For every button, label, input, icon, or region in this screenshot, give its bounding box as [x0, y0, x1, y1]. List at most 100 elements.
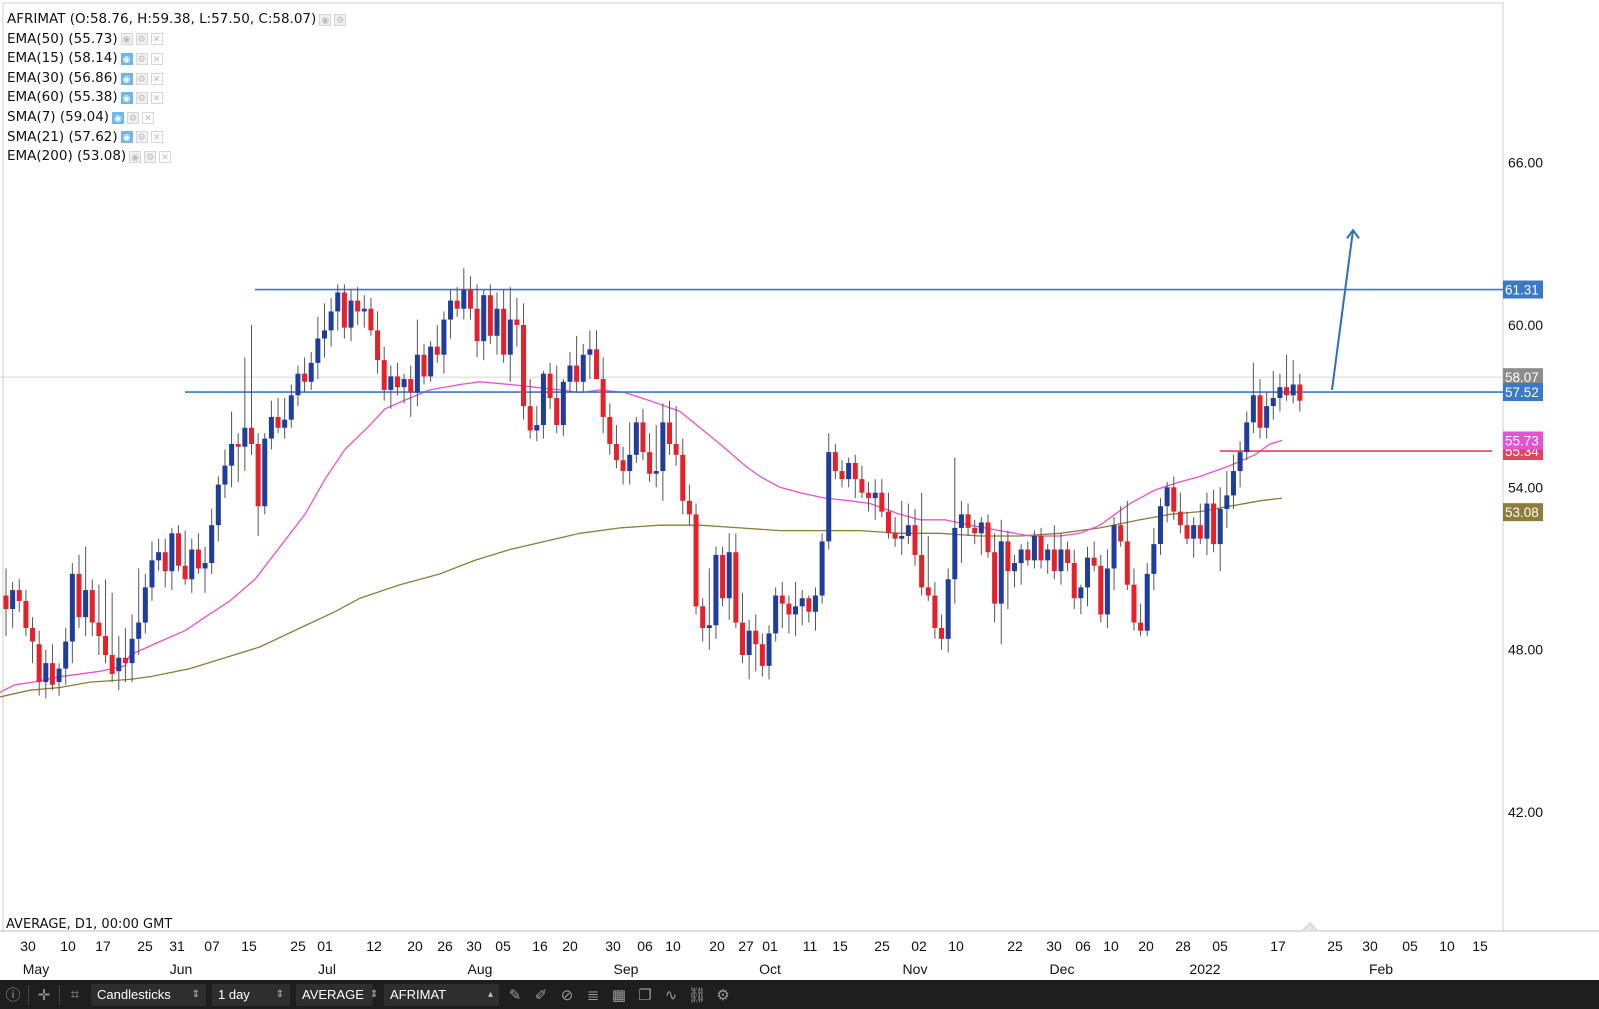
- candle-body: [1091, 557, 1097, 566]
- candle-body: [215, 484, 221, 526]
- x-tick-label: 10: [948, 938, 964, 954]
- candle-body: [1065, 549, 1071, 564]
- close-icon[interactable]: ✕: [159, 150, 172, 163]
- candle-body: [819, 541, 825, 596]
- indicator-value: AVERAGE: [302, 987, 364, 1002]
- candle-body: [1164, 487, 1170, 507]
- candle-body: [1098, 565, 1104, 615]
- candle-body: [799, 598, 805, 607]
- legend-label: EMA(200) (53.08): [7, 148, 127, 165]
- candle-body: [547, 373, 553, 399]
- gear-icon[interactable]: ⚙: [135, 92, 148, 105]
- candle-body: [3, 595, 9, 610]
- updown-icon: ⇕: [191, 989, 200, 1000]
- eye-hidden-icon[interactable]: ⊘: [560, 986, 574, 1004]
- candle-body: [421, 354, 427, 377]
- eye-icon[interactable]: ◉: [120, 72, 133, 85]
- candle-body: [209, 525, 215, 564]
- candle-body: [879, 492, 885, 512]
- candle-body: [295, 373, 301, 396]
- candle-body: [905, 525, 911, 536]
- x-tick-label: 25: [874, 938, 890, 954]
- eye-icon[interactable]: ◉: [319, 13, 332, 26]
- candle-body: [202, 563, 208, 569]
- symbol-select[interactable]: AFRIMAT ▴: [384, 983, 499, 1006]
- candle-body: [1118, 525, 1124, 542]
- brush-icon[interactable]: ✐: [534, 986, 548, 1004]
- candle-body: [182, 565, 188, 580]
- crop-icon[interactable]: ⌗: [70, 986, 80, 1003]
- candle-body: [812, 595, 818, 612]
- chart-type-select[interactable]: Candlesticks ⇕: [91, 983, 206, 1006]
- x-tick-label: 10: [665, 938, 681, 954]
- legend-label: EMA(30) (56.86): [7, 69, 118, 86]
- gear-icon[interactable]: ⚙: [135, 131, 148, 144]
- candle-body: [647, 452, 653, 474]
- candle-body: [1012, 563, 1018, 572]
- layers-icon[interactable]: ≣: [586, 986, 600, 1004]
- candle-body: [434, 346, 440, 355]
- close-icon[interactable]: ✕: [150, 52, 163, 65]
- candle-body: [1151, 544, 1157, 574]
- template-icon[interactable]: ❐: [638, 986, 652, 1004]
- x-tick-label: 01: [317, 938, 333, 954]
- pencil-icon[interactable]: ✎: [508, 986, 522, 1004]
- candle-body: [255, 444, 261, 507]
- interval-select[interactable]: 1 day ⇕: [212, 983, 290, 1006]
- indicator-icon[interactable]: ∿: [664, 986, 678, 1004]
- gear-icon[interactable]: ⚙: [144, 150, 157, 163]
- eye-icon[interactable]: ◉: [129, 150, 142, 163]
- candle-body: [746, 630, 752, 656]
- close-icon[interactable]: ✕: [150, 72, 163, 85]
- candle-body: [63, 641, 69, 669]
- eye-icon[interactable]: ◉: [120, 52, 133, 65]
- candle-body: [49, 663, 55, 685]
- eye-icon[interactable]: ◉: [120, 33, 133, 46]
- candle-body: [1224, 495, 1230, 509]
- gear-icon[interactable]: ⚙: [135, 33, 148, 46]
- x-tick-label: 05: [1212, 938, 1228, 954]
- close-icon[interactable]: ✕: [150, 131, 163, 144]
- x-tick-label: 15: [241, 938, 257, 954]
- info-icon[interactable]: ⓘ: [5, 987, 21, 1004]
- gear-icon[interactable]: ⚙: [135, 52, 148, 65]
- close-icon[interactable]: ✕: [142, 111, 155, 124]
- gear-icon[interactable]: ⚙: [127, 111, 140, 124]
- link-icon[interactable]: ⛓: [687, 986, 707, 1004]
- x-tick-label: 15: [1472, 938, 1488, 954]
- candle-body: [965, 514, 971, 528]
- gear-icon[interactable]: ⚙: [716, 986, 730, 1004]
- candle-body: [985, 522, 991, 553]
- candle-body: [958, 514, 964, 528]
- eye-icon[interactable]: ◉: [112, 111, 125, 124]
- candle-body: [706, 625, 712, 628]
- eye-icon[interactable]: ◉: [120, 131, 133, 144]
- crosshair-icon[interactable]: ✛: [37, 986, 51, 1004]
- candle-body: [487, 295, 493, 336]
- price-chart[interactable]: 42.00 48.00 54.00 60.00 66.00 30 10 17 25 31 07 15 2…: [0, 0, 1599, 980]
- candle-body: [846, 462, 852, 480]
- candle-body: [978, 522, 984, 534]
- grid-icon[interactable]: ▦: [611, 986, 627, 1004]
- gear-icon[interactable]: ⚙: [135, 72, 148, 85]
- candle-body: [368, 308, 374, 331]
- candle-body: [328, 311, 334, 331]
- chart-area[interactable]: 42.00 48.00 54.00 60.00 66.00 30 10 17 25 31 07 15 2…: [0, 0, 1599, 980]
- price-badge: [1503, 280, 1543, 299]
- candle-body: [720, 554, 726, 599]
- candle-body: [567, 365, 573, 382]
- indicator-select[interactable]: AVERAGE ⇕: [296, 983, 378, 1006]
- gear-icon[interactable]: ⚙: [334, 13, 347, 26]
- candle-body: [454, 300, 460, 309]
- x-month-label: Jun: [170, 961, 193, 977]
- candle-body: [348, 300, 354, 328]
- eye-icon[interactable]: ◉: [120, 92, 133, 105]
- candle-body: [507, 319, 513, 355]
- close-icon[interactable]: ✕: [150, 92, 163, 105]
- legend-row: EMA(60) (55.38) ◉ ⚙ ✕: [7, 88, 346, 108]
- symbol-value: AFRIMAT: [390, 987, 447, 1002]
- candle-body: [189, 549, 195, 580]
- close-icon[interactable]: ✕: [150, 33, 163, 46]
- candle-body: [375, 330, 381, 361]
- candle-body: [839, 471, 845, 480]
